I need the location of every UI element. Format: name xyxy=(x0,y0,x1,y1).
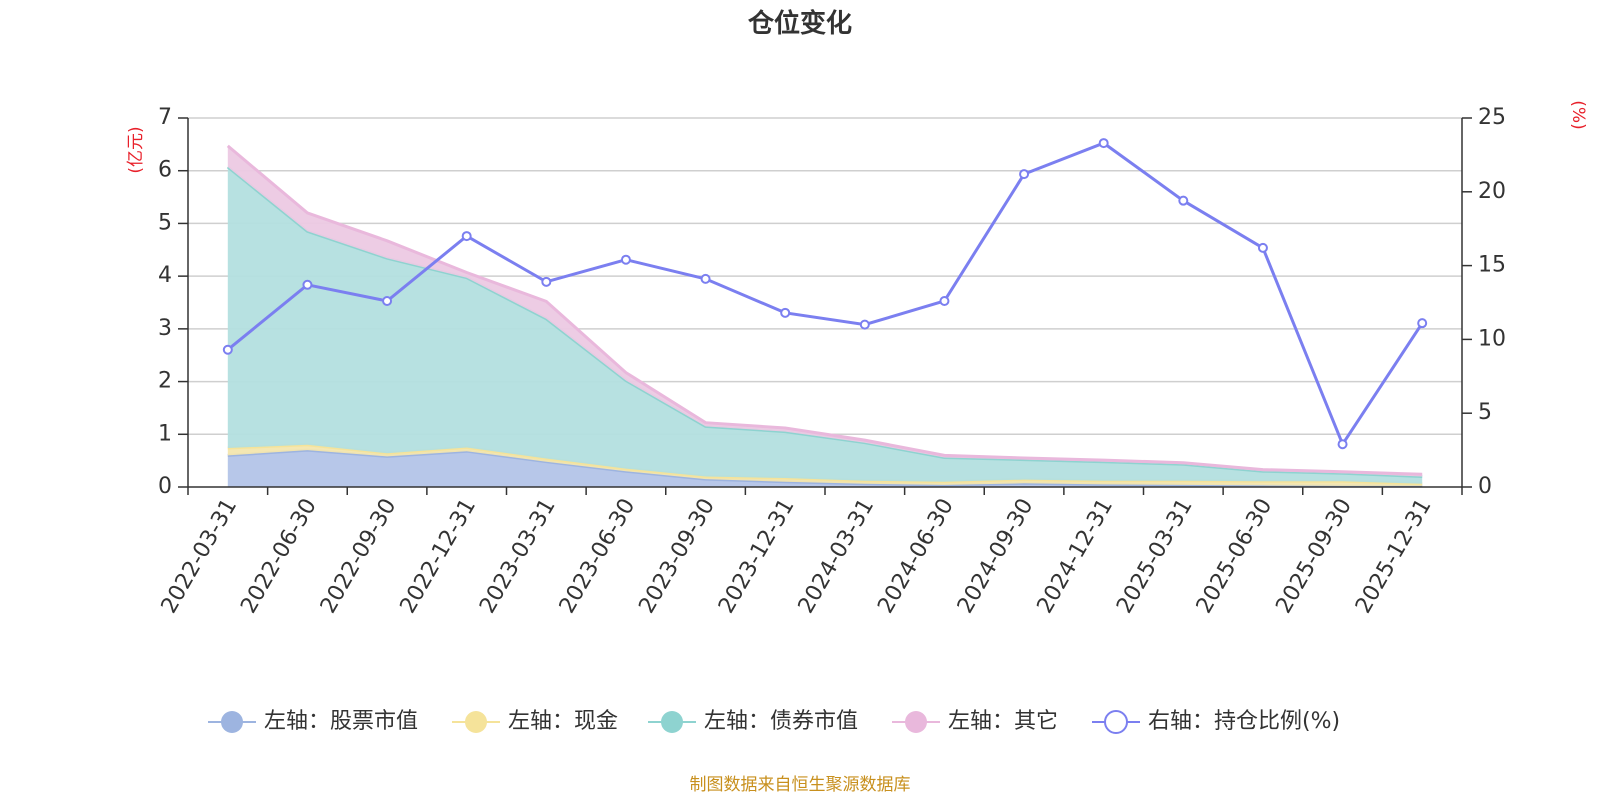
x-axis-tick-label: 2023-09-30 xyxy=(634,495,720,618)
x-axis-tick-label: 2022-12-31 xyxy=(395,495,481,618)
x-axis-tick-label: 2025-03-31 xyxy=(1112,495,1198,618)
ratio-point xyxy=(461,231,472,242)
legend: 左轴：股票市值 左轴：现金 左轴：债券市值 左轴：其它 右轴：持仓比例(%) xyxy=(208,709,1340,734)
area-edge-series-3 xyxy=(226,144,1423,476)
legend-item: 左轴：其它 xyxy=(892,709,1058,734)
x-axis-tick-label: 2023-12-31 xyxy=(714,495,800,618)
ratio-point xyxy=(1098,138,1109,149)
right-axis-tick-label: 0 xyxy=(1478,474,1492,499)
x-axis-tick-label: 2024-12-31 xyxy=(1032,495,1118,618)
right-axis-tick-label: 25 xyxy=(1478,105,1506,130)
ratio-point xyxy=(620,254,631,265)
legend-label: 左轴：股票市值 xyxy=(264,709,418,734)
legend-item: 左轴：债券市值 xyxy=(648,709,858,734)
x-axis-tick-label: 2025-12-31 xyxy=(1351,495,1437,618)
left-axis-unit: (亿元) xyxy=(126,126,146,173)
right-axis-unit: (%) xyxy=(1568,100,1588,129)
legend-label: 左轴：其它 xyxy=(948,709,1058,734)
x-axis-tick-label: 2023-06-30 xyxy=(555,495,641,618)
left-axis-tick-label: 0 xyxy=(158,474,172,499)
legend-circle-marker xyxy=(465,711,487,733)
right-axis-tick-label: 5 xyxy=(1478,400,1492,425)
left-axis-tick-label: 3 xyxy=(158,316,172,341)
ratio-point xyxy=(700,273,711,284)
ratio-point xyxy=(939,296,950,307)
legend-label: 左轴：现金 xyxy=(508,709,618,734)
ratio-point xyxy=(859,319,870,330)
ratio-point xyxy=(1337,439,1348,450)
left-axis-tick-label: 2 xyxy=(158,369,172,394)
right-axis-tick-label: 20 xyxy=(1478,179,1506,204)
x-axis-tick-label: 2023-03-31 xyxy=(475,495,561,618)
ratio-point xyxy=(780,307,791,318)
legend-label: 左轴：债券市值 xyxy=(704,709,858,734)
x-axis-tick-label: 2022-06-30 xyxy=(236,495,322,618)
left-axis-tick-label: 7 xyxy=(158,105,172,130)
ratio-line xyxy=(222,138,1428,450)
ratio-point xyxy=(1417,318,1428,329)
ratio-point xyxy=(1019,169,1030,180)
ratio-point xyxy=(1178,195,1189,206)
x-axis-tick-label: 2024-06-30 xyxy=(873,495,959,618)
ratio-point xyxy=(1257,242,1268,253)
legend-circle-marker xyxy=(905,711,927,733)
legend-circle-marker xyxy=(221,711,243,733)
x-axis-tick-label: 2022-09-30 xyxy=(316,495,402,618)
left-axis-tick-label: 5 xyxy=(158,210,172,235)
ratio-line-path xyxy=(226,141,1424,448)
x-axis-tick-label: 2022-03-31 xyxy=(157,495,243,618)
left-axis-tick-label: 1 xyxy=(158,421,172,446)
legend-circle-marker xyxy=(1104,710,1128,734)
right-axis-tick-label: 10 xyxy=(1478,326,1506,351)
ratio-point xyxy=(302,279,313,290)
x-axis-tick-label: 2025-06-30 xyxy=(1192,495,1278,618)
ratio-point xyxy=(541,276,552,287)
x-axis-tick-label: 2025-09-30 xyxy=(1271,495,1357,618)
legend-item: 左轴：现金 xyxy=(452,709,618,734)
left-axis-tick-label: 4 xyxy=(158,263,172,288)
legend-label: 右轴：持仓比例(%) xyxy=(1148,709,1340,734)
ratio-point xyxy=(382,296,393,307)
legend-circle-marker xyxy=(661,711,683,733)
ratio-point xyxy=(222,344,233,355)
legend-item: 左轴：股票市值 xyxy=(208,709,418,734)
legend-item: 右轴：持仓比例(%) xyxy=(1092,709,1340,734)
data-source: 制图数据来自恒生聚源数据库 xyxy=(690,775,911,795)
x-axis-tick-label: 2024-09-30 xyxy=(953,495,1039,618)
area-series-2 xyxy=(227,167,1423,484)
left-axis-tick-label: 6 xyxy=(158,158,172,183)
right-axis-tick-label: 15 xyxy=(1478,253,1506,278)
x-axis-tick-label: 2024-03-31 xyxy=(794,495,880,618)
chart-title: 仓位变化 xyxy=(747,8,852,39)
stacked-areas xyxy=(226,144,1423,488)
